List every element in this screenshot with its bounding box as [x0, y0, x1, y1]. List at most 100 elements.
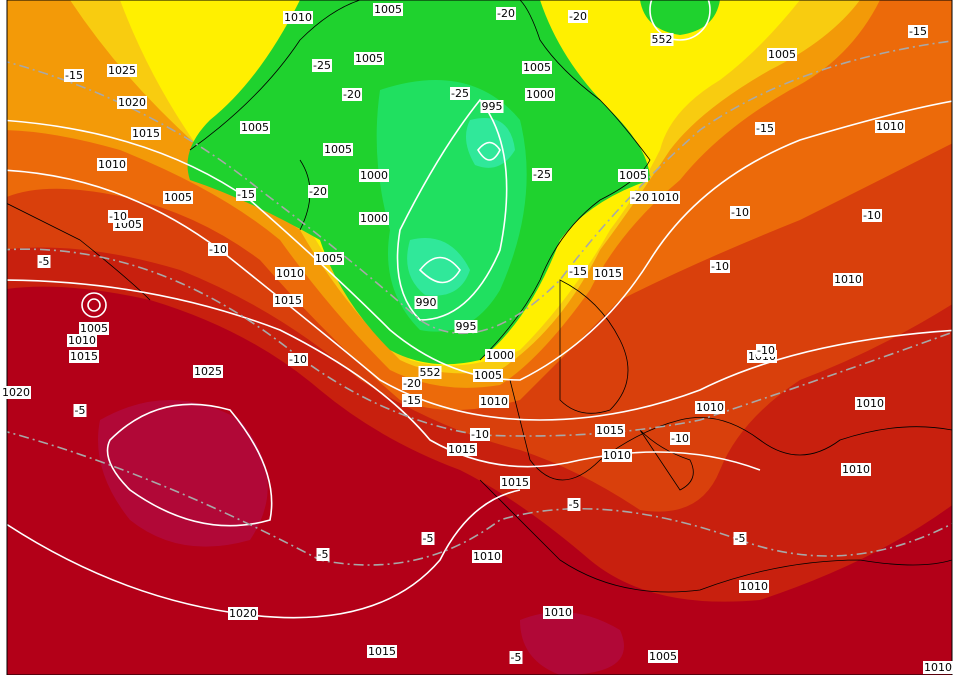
isobar-label-box — [228, 607, 258, 620]
isotherm-label: -20 — [343, 88, 361, 101]
isobar-label: 1010 — [544, 606, 572, 619]
isobar-label-group: 1010 — [875, 120, 905, 133]
isobar-label: 1015 — [501, 476, 529, 489]
isobar-label-box — [480, 100, 504, 113]
isobar-label: 1005 — [374, 3, 402, 16]
isobar-label-group: 552 — [650, 33, 674, 46]
isotherm-label-box — [470, 428, 490, 441]
isotherm-label-group: -5 — [37, 255, 51, 268]
isobar-line — [7, 100, 952, 381]
isobar-label: 1025 — [108, 64, 136, 77]
isobar-label-group: 1010 — [472, 550, 502, 563]
isotherm-label-group: -5 — [567, 498, 581, 511]
isobar-label-group: 1005 — [163, 191, 193, 204]
isobar-label-box — [473, 369, 503, 382]
isobar-label-box — [414, 296, 438, 309]
isobar-label-group: 1005 — [79, 322, 109, 335]
isobar-label-group: 1000 — [359, 169, 389, 182]
isobar-label-box — [855, 397, 885, 410]
isotherm-label-box — [670, 432, 690, 445]
isotherm-label-group: -20 — [496, 7, 516, 20]
isobar-label-group: 1010 — [739, 580, 769, 593]
isotherm-label-group: -10 — [730, 206, 750, 219]
isotherm-label-box — [208, 243, 228, 256]
isobar-label: 1015 — [594, 267, 622, 280]
isobar-label-box — [367, 645, 397, 658]
isobar-label-group: 1020 — [117, 96, 147, 109]
isotherm-label-group: -10 — [710, 260, 730, 273]
isotherm-label: -10 — [471, 428, 489, 441]
isobar-label-box — [479, 395, 509, 408]
isobar-label: 1020 — [118, 96, 146, 109]
isobar-label: 990 — [416, 296, 437, 309]
isotherm-label-box — [37, 255, 51, 268]
isobar-label: 1010 — [98, 158, 126, 171]
isobar-label-box — [833, 273, 863, 286]
isobar-label-group: 1005 — [314, 252, 344, 265]
isobar-label: 1010 — [603, 449, 631, 462]
isotherm-label-group: -10 — [756, 344, 776, 357]
isotherm-label: -20 — [569, 10, 587, 23]
isobar-label-box — [485, 349, 515, 362]
isotherm-label: -20 — [403, 377, 421, 390]
isotherm-label-box — [568, 10, 588, 23]
isobar-label-group: 1010 — [833, 273, 863, 286]
isotherm-label: -25 — [533, 168, 551, 181]
isobar-label: 1010 — [651, 191, 679, 204]
field-teal — [407, 238, 470, 296]
isotherm-label: -5 — [511, 651, 522, 664]
isotherm-label-group: -20 — [630, 191, 650, 204]
isobar-label: 1005 — [355, 52, 383, 65]
isobar-label-box — [359, 212, 389, 225]
field-crimson — [98, 400, 268, 547]
isotherm-label-box — [402, 377, 422, 390]
isobar-label-group: 1015 — [595, 424, 625, 437]
isotherm-label: -15 — [403, 394, 421, 407]
isotherm-label-group: -20 — [308, 185, 328, 198]
isobar-label-box — [323, 143, 353, 156]
isobar-label-group: 1015 — [593, 267, 623, 280]
isobar-label-group: 1015 — [131, 127, 161, 140]
isotherm-label-group: -10 — [862, 209, 882, 222]
isobar-label-box — [543, 606, 573, 619]
isobar-label-group: 1005 — [323, 143, 353, 156]
isotherm-label-group: -5 — [421, 532, 435, 545]
isotherm-label-box — [908, 25, 928, 38]
isobar-label-box — [923, 661, 953, 674]
isobar-label-group: 1000 — [525, 88, 555, 101]
isotherm-label: -15 — [756, 122, 774, 135]
isotherm-label-box — [342, 88, 362, 101]
isobar-label: 1010 — [696, 401, 724, 414]
isotherm-label: -5 — [423, 532, 434, 545]
isobar-label-box — [447, 443, 477, 456]
isotherm-label-group: -15 — [402, 394, 422, 407]
isotherm-label-box — [756, 344, 776, 357]
isotherm-label-group: -20 — [402, 377, 422, 390]
isobar-label-group: 1005 — [648, 650, 678, 663]
isobar-label-box — [648, 650, 678, 663]
isobar-label-box — [618, 169, 648, 182]
isobar-label: 1010 — [856, 397, 884, 410]
isotherm-label-group: -10 — [208, 243, 228, 256]
isobar-label-group: 552 — [418, 366, 442, 379]
isobar-label-group: 1020 — [228, 607, 258, 620]
isobar-label-group: 1010 — [97, 158, 127, 171]
isotherm-label-box — [509, 651, 523, 664]
isotherm-label-box — [108, 210, 128, 223]
isotherm-label-box — [496, 7, 516, 20]
isobar-label-box — [69, 350, 99, 363]
isotherm-line — [7, 431, 952, 566]
isobar-label-group: 995 — [454, 320, 478, 333]
isotherm-label-box — [532, 168, 552, 181]
isobar-label-box — [163, 191, 193, 204]
isotherm-label-box — [312, 59, 332, 72]
isobar-label: 1015 — [70, 350, 98, 363]
isobar-label-box — [275, 267, 305, 280]
isobar-label: 1010 — [876, 120, 904, 133]
coast-shape — [559, 279, 694, 491]
isotherm-label: -20 — [631, 191, 649, 204]
isobar-label: 1010 — [740, 580, 768, 593]
isotherm-label-box — [450, 87, 470, 100]
isotherm-label: -5 — [318, 548, 329, 561]
